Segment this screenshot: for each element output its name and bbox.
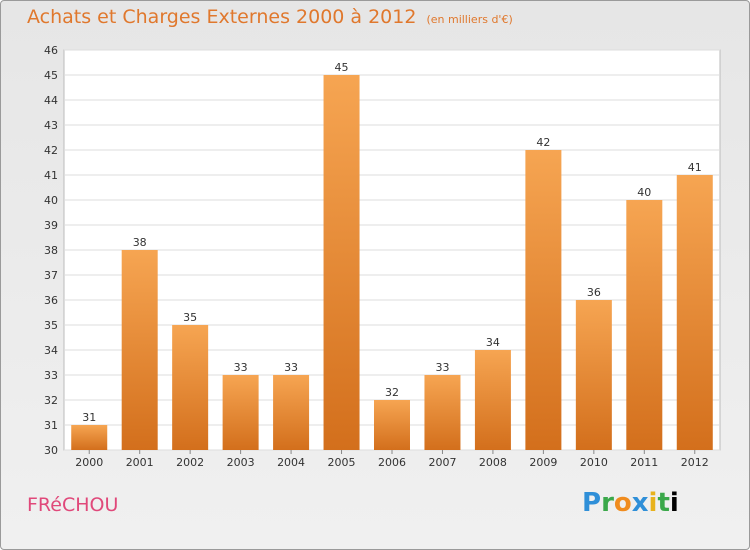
y-tick-label: 32	[44, 394, 58, 407]
data-label-2012: 41	[688, 161, 702, 174]
x-tick-label-2002: 2002	[176, 456, 204, 469]
chart-title-block: Achats et Charges Externes 2000 à 2012 (e…	[27, 6, 513, 28]
data-label-2011: 40	[637, 186, 651, 199]
bar-2008	[474, 350, 511, 450]
x-tick-label-2012: 2012	[681, 456, 709, 469]
commune-name: FRéCHOU	[27, 494, 119, 516]
x-axis-ticks: 2000 2001 2002 2003 2004 2005 2006 2007 2008 2009…	[75, 450, 709, 469]
bar-2004	[273, 375, 310, 450]
data-label-2005: 45	[335, 61, 349, 74]
x-tick-label-2003: 2003	[227, 456, 255, 469]
data-label-2008: 34	[486, 336, 500, 349]
x-tick-label-2005: 2005	[328, 456, 356, 469]
bar-2003	[222, 375, 259, 450]
x-tick-label-2010: 2010	[580, 456, 608, 469]
bar-2006	[374, 400, 410, 450]
bar-2001	[121, 250, 158, 450]
y-tick-label: 42	[44, 144, 58, 157]
y-tick-label: 43	[44, 119, 58, 132]
x-tick-label-2008: 2008	[479, 456, 507, 469]
data-label-2007: 33	[435, 361, 449, 374]
data-label-2003: 33	[234, 361, 248, 374]
y-tick-label: 45	[44, 69, 58, 82]
bar-2007	[424, 375, 461, 450]
bar-2005	[323, 75, 360, 450]
data-labels: 31 38 35 33 33 45 32 33 34 42 36 40 41	[82, 61, 702, 424]
data-label-2010: 36	[587, 286, 601, 299]
y-tick-label: 36	[44, 294, 58, 307]
bar-2012	[676, 175, 713, 450]
x-tick-label-2004: 2004	[277, 456, 305, 469]
y-tick-label: 31	[44, 419, 58, 432]
x-tick-label-2006: 2006	[378, 456, 406, 469]
bar-2000	[71, 425, 108, 450]
x-tick-label-2011: 2011	[630, 456, 658, 469]
data-label-2000: 31	[82, 411, 96, 424]
x-tick-label-2001: 2001	[126, 456, 154, 469]
y-axis-ticks: 30 31 32 33 34 35 36 37 38 39 40 41 42 43 44 45 46	[44, 44, 58, 457]
y-tick-label: 34	[44, 344, 58, 357]
bars	[71, 75, 713, 450]
bar-2002	[172, 325, 209, 450]
y-tick-label: 39	[44, 219, 58, 232]
y-tick-label: 44	[44, 94, 58, 107]
data-label-2002: 35	[183, 311, 197, 324]
y-tick-label: 41	[44, 169, 58, 182]
bar-2010	[575, 300, 612, 450]
bar-2009	[525, 150, 562, 450]
y-tick-label: 46	[44, 44, 58, 57]
y-tick-label: 33	[44, 369, 58, 382]
chart-subtitle: (en milliers d'€)	[426, 13, 513, 26]
data-label-2001: 38	[133, 236, 147, 249]
y-tick-label: 40	[44, 194, 58, 207]
y-tick-label: 38	[44, 244, 58, 257]
proxiti-logo: Proxiti	[582, 488, 679, 518]
x-tick-label-2007: 2007	[428, 456, 456, 469]
y-tick-label: 37	[44, 269, 58, 282]
x-tick-label-2009: 2009	[529, 456, 557, 469]
y-tick-label: 30	[44, 444, 58, 457]
data-label-2009: 42	[536, 136, 550, 149]
y-tick-label: 35	[44, 319, 58, 332]
chart-title: Achats et Charges Externes 2000 à 2012	[27, 6, 417, 28]
data-label-2006: 32	[385, 386, 399, 399]
data-label-2004: 33	[284, 361, 298, 374]
bar-2011	[626, 200, 663, 450]
x-tick-label-2000: 2000	[75, 456, 103, 469]
